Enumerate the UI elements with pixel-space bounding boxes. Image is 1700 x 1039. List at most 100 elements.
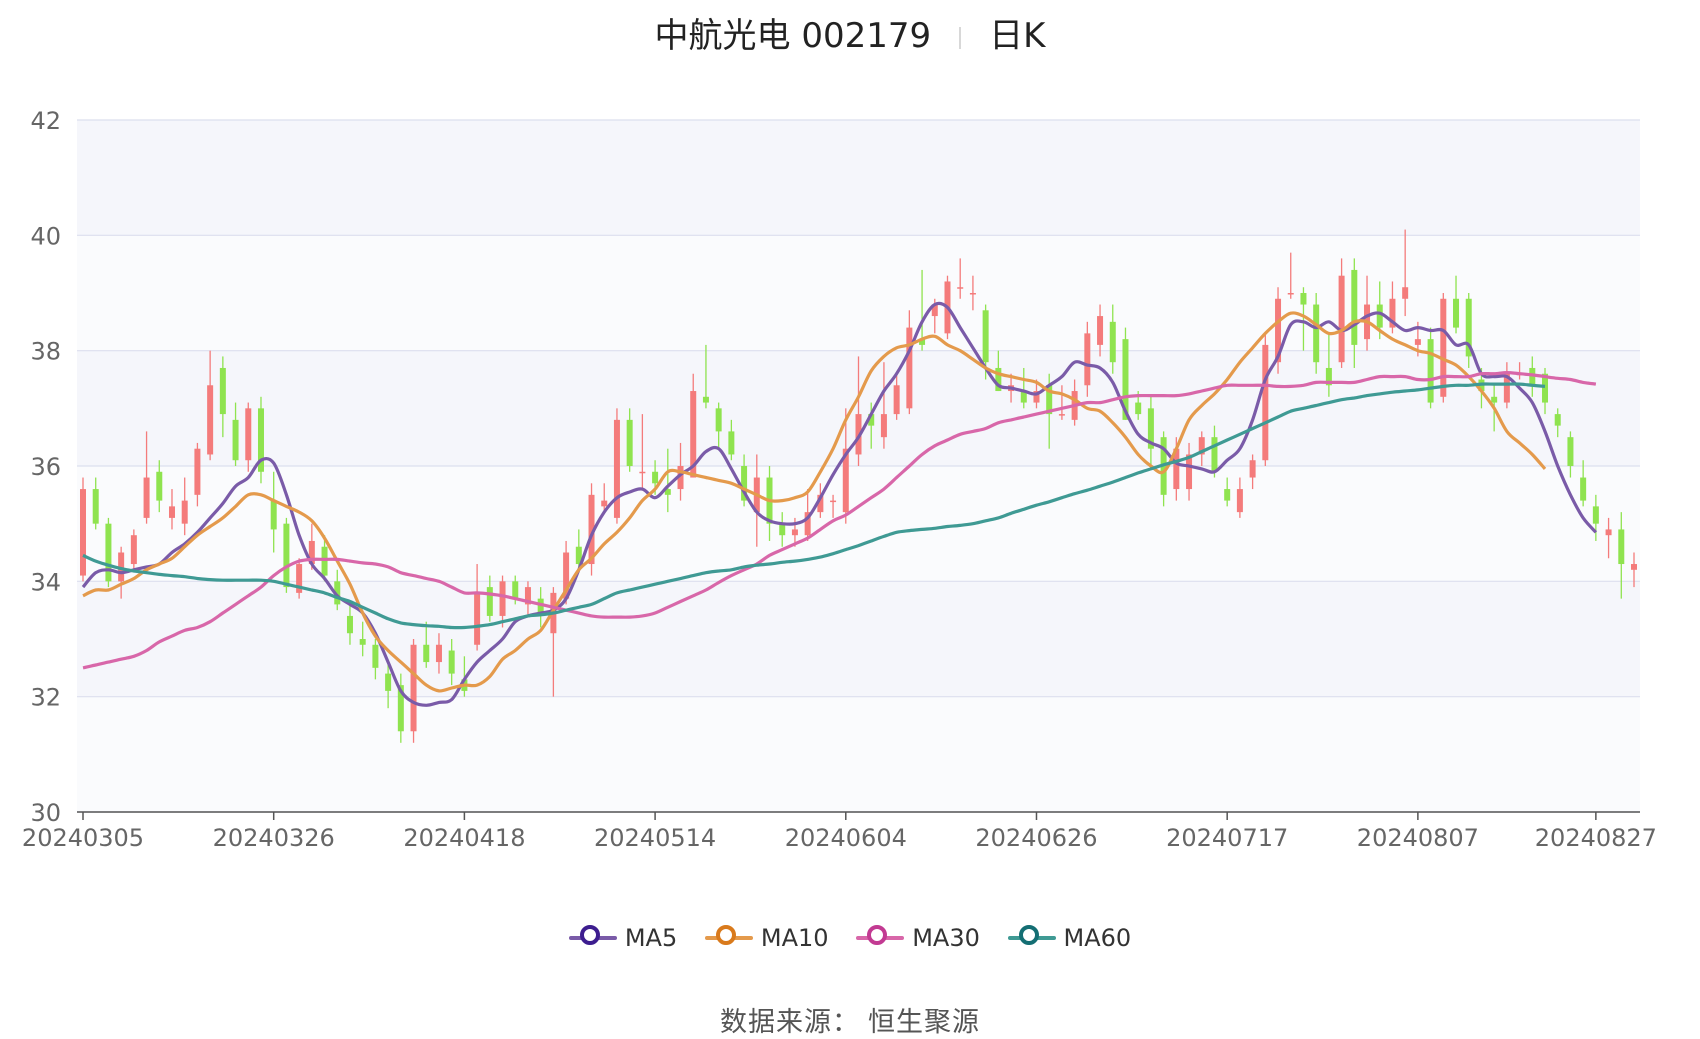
- candle-body: [1542, 373, 1549, 403]
- candle: [613, 408, 620, 524]
- legend-ma5[interactable]: MA5: [568, 924, 678, 952]
- candle-body: [486, 587, 493, 616]
- x-tick-label: 20240626: [975, 824, 1097, 852]
- candle: [1631, 552, 1637, 588]
- candle-body: [92, 489, 99, 524]
- x-axis: 20240305 20240326 20240418 20240514 20240604…: [22, 811, 1657, 852]
- candle-body: [626, 419, 633, 466]
- candle: [779, 512, 786, 547]
- candle-body: [130, 535, 137, 565]
- candle-body: [613, 419, 620, 518]
- candle-body: [817, 494, 824, 513]
- candle: [1198, 431, 1205, 466]
- candle-body: [588, 494, 595, 565]
- candle-body: [1414, 339, 1421, 345]
- candle: [1554, 408, 1561, 438]
- candle: [1453, 275, 1460, 334]
- candle: [385, 662, 392, 709]
- candle-body: [868, 414, 875, 426]
- period-label: 日K: [989, 16, 1046, 56]
- candle-body: [575, 546, 582, 565]
- legend-ma60-swatch: [1007, 925, 1056, 945]
- legend-ma30[interactable]: MA30: [856, 924, 980, 952]
- candle: [715, 402, 722, 449]
- candle-body: [830, 500, 837, 503]
- candle-body: [1262, 344, 1269, 461]
- candle-body: [308, 540, 315, 565]
- candle-body: [982, 310, 989, 363]
- candle: [1618, 512, 1625, 599]
- candle-body: [257, 408, 264, 472]
- candle: [741, 454, 748, 507]
- candle: [601, 483, 608, 513]
- candle: [448, 639, 455, 686]
- candle-body: [1554, 414, 1561, 426]
- candle: [1427, 327, 1434, 409]
- candle: [181, 477, 188, 536]
- source-label: 数据来源：: [720, 1007, 860, 1038]
- candle-body: [1503, 373, 1510, 403]
- candle: [868, 402, 875, 449]
- candle: [1084, 321, 1091, 397]
- candle: [1567, 431, 1574, 478]
- candle-body: [1491, 396, 1498, 403]
- candle-body: [181, 500, 188, 524]
- candle-body: [156, 471, 163, 501]
- candle: [92, 477, 99, 530]
- x-tick-label: 20240305: [22, 824, 144, 852]
- candle: [842, 408, 849, 524]
- candle: [880, 362, 887, 449]
- candle-body: [296, 564, 303, 593]
- candle-body: [1287, 293, 1294, 295]
- candle: [486, 575, 493, 622]
- candle: [830, 494, 837, 518]
- candle-body: [741, 466, 748, 501]
- legend-ma60[interactable]: MA60: [1007, 924, 1131, 952]
- candle-body: [995, 367, 1002, 392]
- candle-body: [1224, 489, 1231, 501]
- candle: [1211, 425, 1218, 478]
- source-value: 恒生聚源: [868, 1007, 980, 1038]
- y-tick-label: 38: [30, 338, 61, 366]
- legend-ma10-swatch: [704, 925, 753, 945]
- plot-band: [77, 581, 1640, 697]
- candle-body: [1402, 287, 1409, 299]
- candle: [334, 569, 341, 611]
- candle: [1338, 258, 1345, 368]
- candle: [1236, 477, 1243, 518]
- candle-body: [410, 644, 417, 732]
- candle-body: [1389, 298, 1396, 328]
- x-tick-label: 20240418: [403, 824, 525, 852]
- candle: [296, 558, 303, 599]
- candle-body: [1427, 339, 1434, 403]
- candle-body: [1618, 529, 1625, 565]
- x-tick-label: 20240807: [1357, 824, 1479, 852]
- candle-body: [1135, 402, 1142, 415]
- legend-ma10[interactable]: MA10: [704, 924, 829, 952]
- candle: [143, 431, 150, 524]
- candle-body: [1186, 454, 1193, 490]
- legend-ma5-label: MA5: [624, 924, 678, 952]
- candle-body: [842, 448, 849, 513]
- candle: [524, 581, 531, 616]
- candle: [156, 460, 163, 513]
- y-tick-label: 30: [30, 799, 61, 827]
- candle: [245, 402, 252, 472]
- candle: [537, 587, 544, 628]
- candle: [105, 517, 112, 588]
- candle-body: [1567, 437, 1574, 466]
- candle-body: [512, 581, 519, 599]
- candle: [1109, 304, 1116, 374]
- x-tick-label: 20240326: [213, 824, 335, 852]
- candle-body: [423, 644, 430, 663]
- candle-body: [1580, 477, 1587, 501]
- x-tick-label: 20240717: [1166, 824, 1288, 852]
- candle: [575, 529, 582, 570]
- moving-average-lines: [81, 301, 1598, 707]
- candle-body: [728, 431, 735, 455]
- candle-body: [1046, 385, 1053, 415]
- plot-band: [77, 120, 1640, 236]
- candle-body: [283, 523, 290, 588]
- candle: [690, 373, 697, 478]
- ma30-line: [82, 371, 1597, 670]
